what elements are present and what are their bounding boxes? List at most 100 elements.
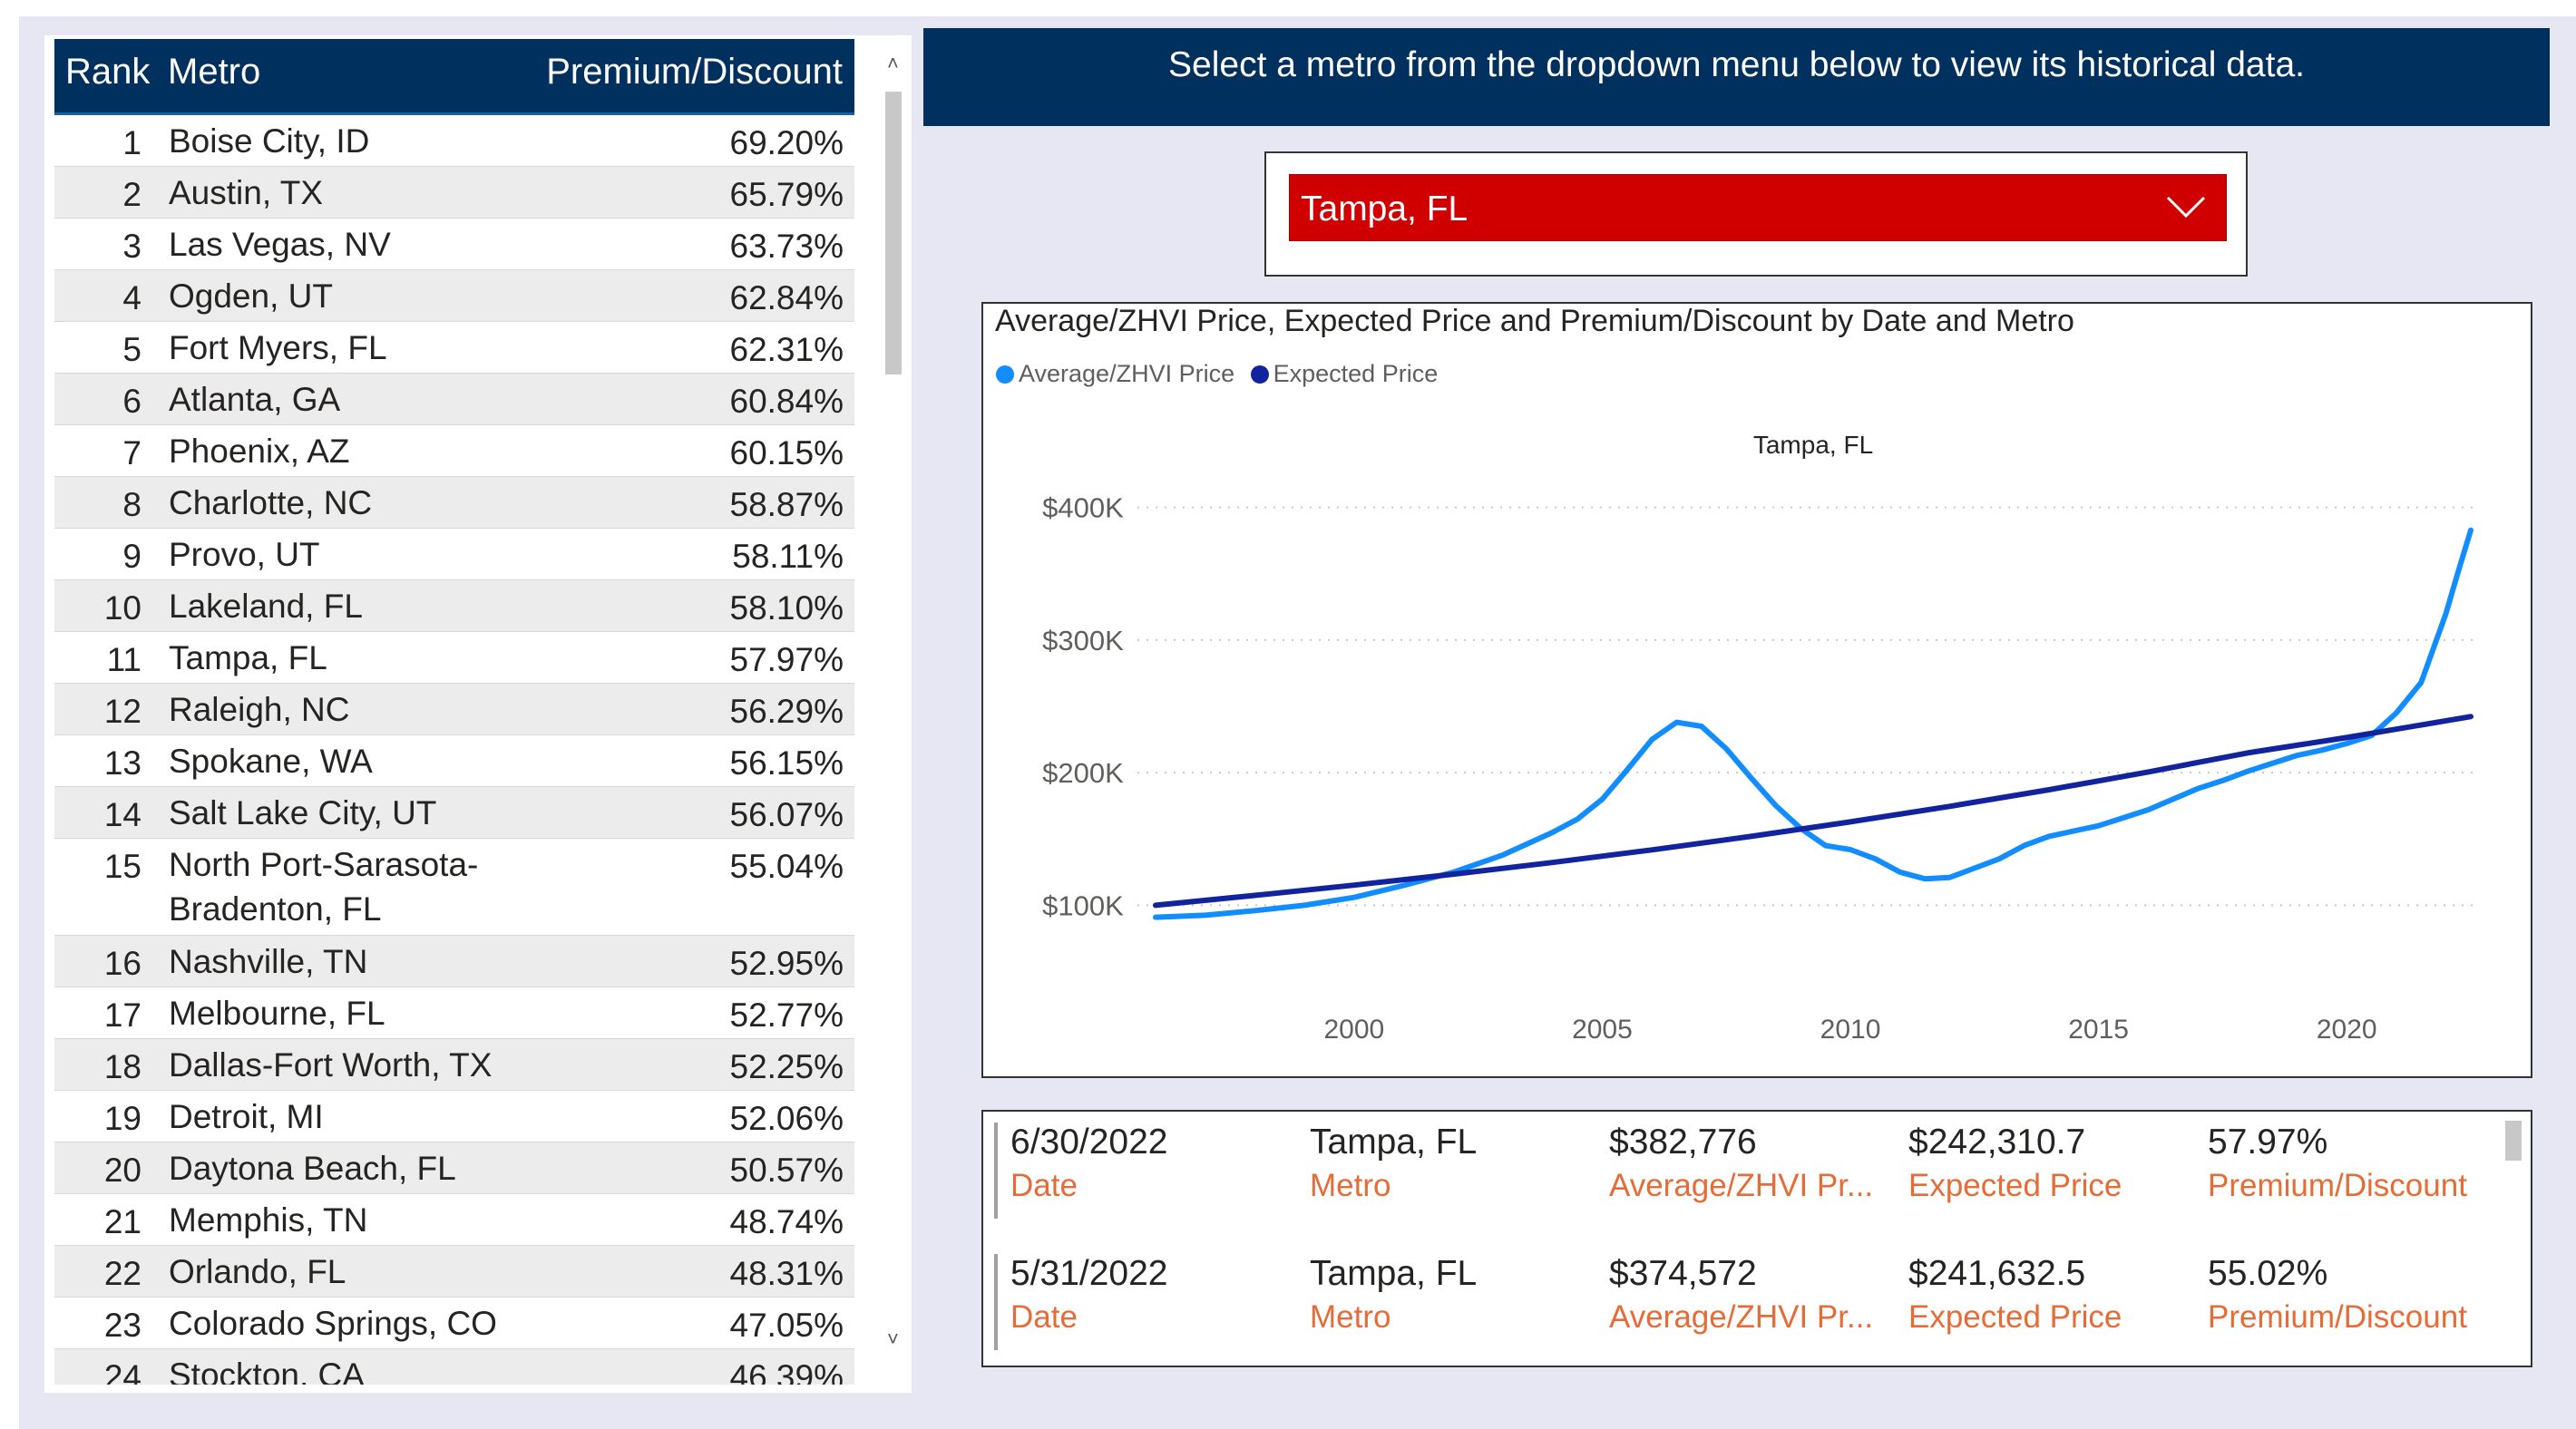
instruction-banner: Select a metro from the dropdown menu be… <box>923 28 2550 126</box>
detail-label-prem: Premium/Discount <box>2208 1299 2467 1335</box>
premium-cell: 58.10% <box>729 589 844 627</box>
table-row[interactable]: 12 Raleigh, NC 56.29% <box>54 684 854 735</box>
table-row[interactable]: 18 Dallas-Fort Worth, TX 52.25% <box>54 1039 854 1091</box>
metro-cell: Lakeland, FL <box>169 588 363 625</box>
scroll-down-icon[interactable]: ˅ <box>887 1327 899 1350</box>
premium-cell: 63.73% <box>729 228 844 265</box>
table-row[interactable]: 22 Orlando, FL 48.31% <box>54 1246 854 1298</box>
rank-cell: 23 <box>103 1307 141 1344</box>
detail-field-prem: 57.97% Premium/Discount <box>2208 1123 2467 1204</box>
metro-slicer: Tampa, FL <box>1264 151 2248 277</box>
premium-cell: 62.31% <box>729 331 844 368</box>
metro-cell: Stockton, CA <box>169 1356 365 1385</box>
metro-dropdown[interactable]: Tampa, FL <box>1289 174 2227 241</box>
rank-cell: 20 <box>103 1152 141 1189</box>
column-header-metro[interactable]: Metro <box>168 52 261 92</box>
metro-cell: Phoenix, AZ <box>169 433 350 470</box>
legend-item-expected-price[interactable]: Expected Price <box>1250 360 1439 388</box>
metro-cell: Austin, TX <box>169 174 324 211</box>
rank-cell: 7 <box>122 434 141 471</box>
metro-cell: Raleigh, NC <box>169 691 350 728</box>
detail-value-date: 6/30/2022 <box>1010 1123 1168 1162</box>
table-row[interactable]: 24 Stockton, CA 46.39% <box>54 1349 854 1385</box>
metro-cell: Dallas-Fort Worth, TX <box>169 1046 493 1084</box>
detail-value-prem: 55.02% <box>2208 1254 2328 1293</box>
detail-scrollbar[interactable] <box>2505 1121 2522 1161</box>
rank-cell: 15 <box>103 848 141 885</box>
table-row[interactable]: 21 Memphis, TN 48.74% <box>54 1194 854 1246</box>
table-row[interactable]: 11 Tampa, FL 57.97% <box>54 632 854 684</box>
detail-record[interactable]: 5/31/2022 Date Tampa, FL Metro $374,572 Avera… <box>994 1254 2485 1350</box>
table-row[interactable]: 2 Austin, TX 65.79% <box>54 167 854 219</box>
y-tick-label: $100K <box>1042 889 1124 921</box>
detail-field-metro: Tampa, FL Metro <box>1310 1254 1477 1336</box>
rank-cell: 13 <box>103 744 141 782</box>
price-line-chart: $100K $200K $300K $400K 2000 2005 2010 2015 2020… <box>981 302 2532 1078</box>
table-row[interactable]: 14 Salt Lake City, UT 56.07% <box>54 787 854 839</box>
metro-cell: Detroit, MI <box>169 1098 324 1135</box>
table-row[interactable]: 1 Boise City, ID 69.20% <box>54 115 854 167</box>
metro-cell: Las Vegas, NV <box>169 226 391 263</box>
table-row[interactable]: 20 Daytona Beach, FL 50.57% <box>54 1142 854 1194</box>
detail-label-avg: Average/ZHVI Pr... <box>1609 1299 1874 1335</box>
rank-cell: 12 <box>103 693 141 730</box>
table-row[interactable]: 23 Colorado Springs, CO 47.05% <box>54 1298 854 1349</box>
x-tick-label: 2020 <box>2317 1015 2377 1045</box>
detail-label-date: Date <box>1010 1299 1078 1335</box>
legend-dot-expected-price <box>1250 365 1269 384</box>
table-row[interactable]: 13 Spokane, WA 56.15% <box>54 735 854 787</box>
chart-subtitle: Tampa, FL <box>1753 431 1873 459</box>
table-row[interactable]: 9 Provo, UT 58.11% <box>54 529 854 580</box>
detail-field-date: 6/30/2022 Date <box>1010 1123 1168 1204</box>
scroll-up-icon[interactable]: ˄ <box>887 52 899 74</box>
table-row[interactable]: 10 Lakeland, FL 58.10% <box>54 580 854 632</box>
detail-record[interactable]: 6/30/2022 Date Tampa, FL Metro $382,776 Avera… <box>994 1123 2485 1219</box>
detail-field-expected: $242,310.7 Expected Price <box>1908 1123 2122 1204</box>
table-row[interactable]: 6 Atlanta, GA 60.84% <box>54 374 854 425</box>
table-row[interactable]: 5 Fort Myers, FL 62.31% <box>54 322 854 374</box>
table-row[interactable]: 4 Ogden, UT 62.84% <box>54 270 854 322</box>
premium-cell: 60.84% <box>729 383 844 420</box>
rank-cell: 2 <box>122 176 141 213</box>
premium-cell: 50.57% <box>729 1152 844 1189</box>
chart-title: Average/ZHVI Price, Expected Price and P… <box>995 304 2074 338</box>
chart-plot: $100K $200K $300K $400K 2000 2005 2010 2015 2020… <box>1042 431 2480 1045</box>
table-row[interactable]: 15 North Port-Sarasota-Bradenton, FL 55.04… <box>54 839 854 936</box>
detail-value-expected: $241,632.5 <box>1908 1254 2086 1293</box>
metro-cell: Nashville, TN <box>169 943 368 980</box>
metro-cell: Salt Lake City, UT <box>169 794 437 831</box>
detail-value-date: 5/31/2022 <box>1010 1254 1168 1293</box>
detail-value-prem: 57.97% <box>2208 1123 2328 1162</box>
table-row[interactable]: 7 Phoenix, AZ 60.15% <box>54 425 854 477</box>
premium-cell: 58.11% <box>732 538 844 575</box>
rank-cell: 4 <box>122 279 141 316</box>
column-header-premium-discount[interactable]: Premium/Discount <box>546 52 843 92</box>
x-tick-label: 2010 <box>1820 1015 1881 1045</box>
table-header: Rank Metro Premium/Discount <box>54 39 854 115</box>
premium-cell: 60.15% <box>729 434 844 471</box>
table-row[interactable]: 17 Melbourne, FL 52.77% <box>54 987 854 1039</box>
metro-cell: North Port-Sarasota-Bradenton, FL <box>169 846 479 928</box>
series-line-expected-price <box>1153 714 2474 909</box>
table-row[interactable]: 8 Charlotte, NC 58.87% <box>54 477 854 529</box>
detail-value-avg: $382,776 <box>1609 1123 1757 1162</box>
premium-cell: 48.31% <box>729 1255 844 1292</box>
scroll-thumb[interactable] <box>885 92 902 374</box>
table-scrollbar[interactable]: ˄ ˅ <box>878 35 911 1393</box>
detail-label-expected: Expected Price <box>1908 1168 2122 1203</box>
detail-label-expected: Expected Price <box>1908 1299 2122 1335</box>
legend-item-average-zhvi[interactable]: Average/ZHVI Price <box>996 360 1234 388</box>
table-row[interactable]: 3 Las Vegas, NV 63.73% <box>54 219 854 270</box>
detail-value-expected: $242,310.7 <box>1908 1123 2086 1162</box>
dropdown-selected-value: Tampa, FL <box>1301 190 1469 228</box>
legend-label-expected-price: Expected Price <box>1273 360 1439 387</box>
premium-cell: 58.87% <box>729 486 844 523</box>
metro-cell: Atlanta, GA <box>169 381 341 418</box>
detail-label-date: Date <box>1010 1168 1078 1203</box>
column-header-rank[interactable]: Rank <box>65 52 151 92</box>
legend-dot-average-zhvi <box>996 365 1014 384</box>
table-row[interactable]: 16 Nashville, TN 52.95% <box>54 936 854 987</box>
detail-label-prem: Premium/Discount <box>2208 1168 2467 1203</box>
premium-cell: 46.39% <box>729 1358 844 1385</box>
table-row[interactable]: 19 Detroit, MI 52.06% <box>54 1091 854 1142</box>
